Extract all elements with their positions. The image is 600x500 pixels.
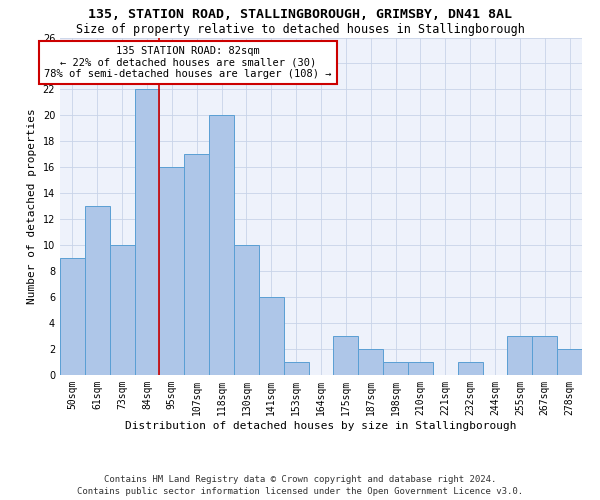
Bar: [458, 362, 482, 375]
Bar: [334, 336, 358, 375]
Bar: [160, 168, 184, 375]
Bar: [284, 362, 308, 375]
Bar: [358, 349, 383, 375]
Bar: [209, 116, 234, 375]
Text: Size of property relative to detached houses in Stallingborough: Size of property relative to detached ho…: [76, 22, 524, 36]
Bar: [85, 206, 110, 375]
Y-axis label: Number of detached properties: Number of detached properties: [27, 108, 37, 304]
Bar: [134, 90, 160, 375]
Bar: [557, 349, 582, 375]
Bar: [508, 336, 532, 375]
Bar: [383, 362, 408, 375]
Bar: [408, 362, 433, 375]
Text: Contains HM Land Registry data © Crown copyright and database right 2024.
Contai: Contains HM Land Registry data © Crown c…: [77, 474, 523, 496]
Bar: [532, 336, 557, 375]
Text: 135, STATION ROAD, STALLINGBOROUGH, GRIMSBY, DN41 8AL: 135, STATION ROAD, STALLINGBOROUGH, GRIM…: [88, 8, 512, 20]
Text: 135 STATION ROAD: 82sqm
← 22% of detached houses are smaller (30)
78% of semi-de: 135 STATION ROAD: 82sqm ← 22% of detache…: [44, 46, 332, 79]
Bar: [184, 154, 209, 375]
X-axis label: Distribution of detached houses by size in Stallingborough: Distribution of detached houses by size …: [125, 420, 517, 430]
Bar: [259, 297, 284, 375]
Bar: [60, 258, 85, 375]
Bar: [234, 245, 259, 375]
Bar: [110, 245, 134, 375]
